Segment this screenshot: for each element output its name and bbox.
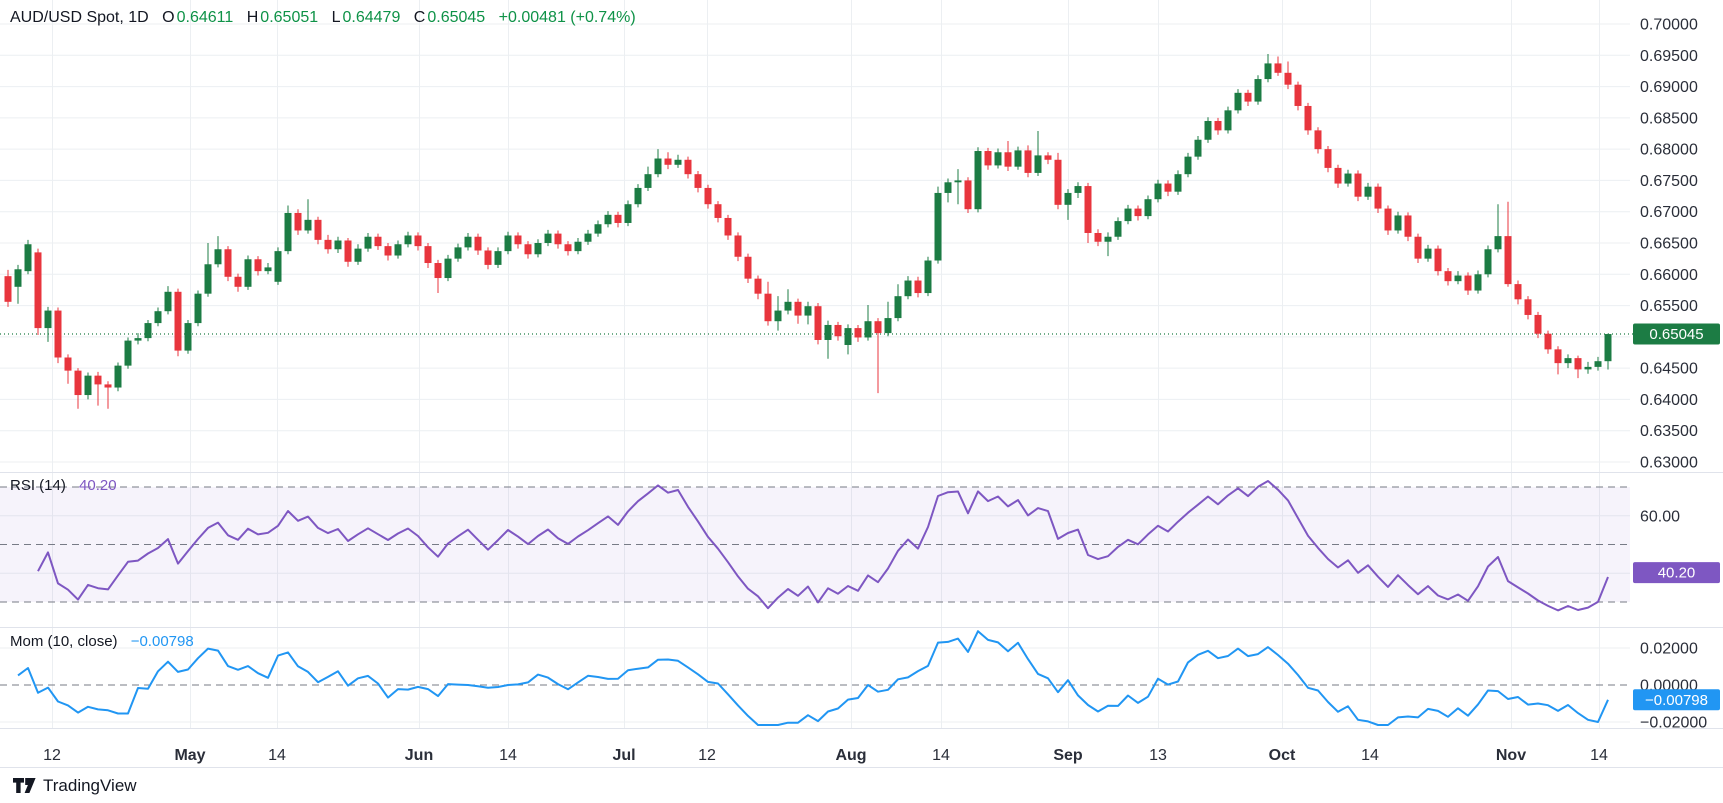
svg-text:0.67500: 0.67500 [1640,173,1698,190]
svg-text:0.68500: 0.68500 [1640,110,1698,127]
svg-text:14: 14 [932,747,950,764]
svg-text:0.70000: 0.70000 [1640,17,1698,34]
rsi-indicator-value: 40.20 [79,477,117,494]
vertical-gridlines [52,0,1600,728]
ohlc-close: C 0.65045 [413,9,486,26]
ohlc-high: H 0.65051 [246,9,319,26]
momentum-indicator-value: −0.00798 [130,633,194,650]
svg-text:−0.02000: −0.02000 [1640,715,1707,732]
svg-text:0.69500: 0.69500 [1640,48,1698,65]
svg-text:Jul: Jul [612,747,635,764]
svg-text:14: 14 [1361,747,1379,764]
ohlc-low: L 0.64479 [331,9,401,26]
svg-text:60.00: 60.00 [1640,508,1680,525]
momentum-value-badge: −0.00798 [1633,689,1720,711]
time-axis[interactable]: 12 May 14 Jun 14 Jul 12 Aug 14 Sep 13 Oct 14 Nov 14 [43,747,1608,764]
svg-text:0.67000: 0.67000 [1640,204,1698,221]
svg-text:0.66500: 0.66500 [1640,235,1698,252]
svg-text:14: 14 [1590,747,1608,764]
svg-text:40.20: 40.20 [1658,565,1696,582]
svg-text:0.65500: 0.65500 [1640,298,1698,315]
momentum-indicator-name: Mom (10, close) [10,633,118,650]
rsi-pane-legend: RSI (14) 40.20 [10,477,117,494]
rsi-indicator-name: RSI (14) [10,477,66,494]
svg-text:14: 14 [268,747,286,764]
svg-text:−0.00798: −0.00798 [1645,692,1708,709]
last-price-badge: 0.65045 [1633,323,1720,345]
horizontal-gridlines [0,23,1630,723]
svg-text:Nov: Nov [1496,747,1526,764]
svg-text:12: 12 [43,747,61,764]
svg-text:0.66000: 0.66000 [1640,267,1698,284]
ohlc-open: O 0.64611 [162,9,234,26]
symbol-title: AUD/USD Spot, 1D [10,9,149,26]
svg-text:0.69000: 0.69000 [1640,79,1698,96]
rsi-line [37,480,1609,612]
svg-text:Jun: Jun [405,747,433,764]
svg-text:Aug: Aug [835,747,866,764]
rsi-value-badge: 40.20 [1633,562,1720,584]
svg-text:14: 14 [499,747,517,764]
svg-text:0.63000: 0.63000 [1640,454,1698,471]
dashed-level-lines [0,486,1630,686]
svg-text:12: 12 [698,747,716,764]
tradingview-logo-icon [13,778,36,793]
tradingview-brand-text: TradingView [43,776,137,795]
candlestick-series [4,54,1612,409]
momentum-pane-legend: Mom (10, close) −0.00798 [10,633,194,650]
momentum-line [17,630,1609,726]
tradingview-attribution[interactable]: TradingView [13,776,137,796]
svg-text:0.64000: 0.64000 [1640,392,1698,409]
svg-text:Sep: Sep [1053,747,1083,764]
svg-text:0.65045: 0.65045 [1649,326,1703,343]
svg-text:13: 13 [1149,747,1167,764]
price-change: +0.00481 (+0.74%) [498,9,636,26]
svg-text:May: May [174,747,205,764]
svg-text:0.02000: 0.02000 [1640,641,1698,658]
main-pane-legend: AUD/USD Spot, 1D O 0.64611 H 0.65051 L 0.64… [10,9,636,27]
svg-text:0.63500: 0.63500 [1640,423,1698,440]
svg-text:Oct: Oct [1269,747,1296,764]
svg-text:0.64500: 0.64500 [1640,361,1698,378]
svg-text:0.68000: 0.68000 [1640,142,1698,159]
